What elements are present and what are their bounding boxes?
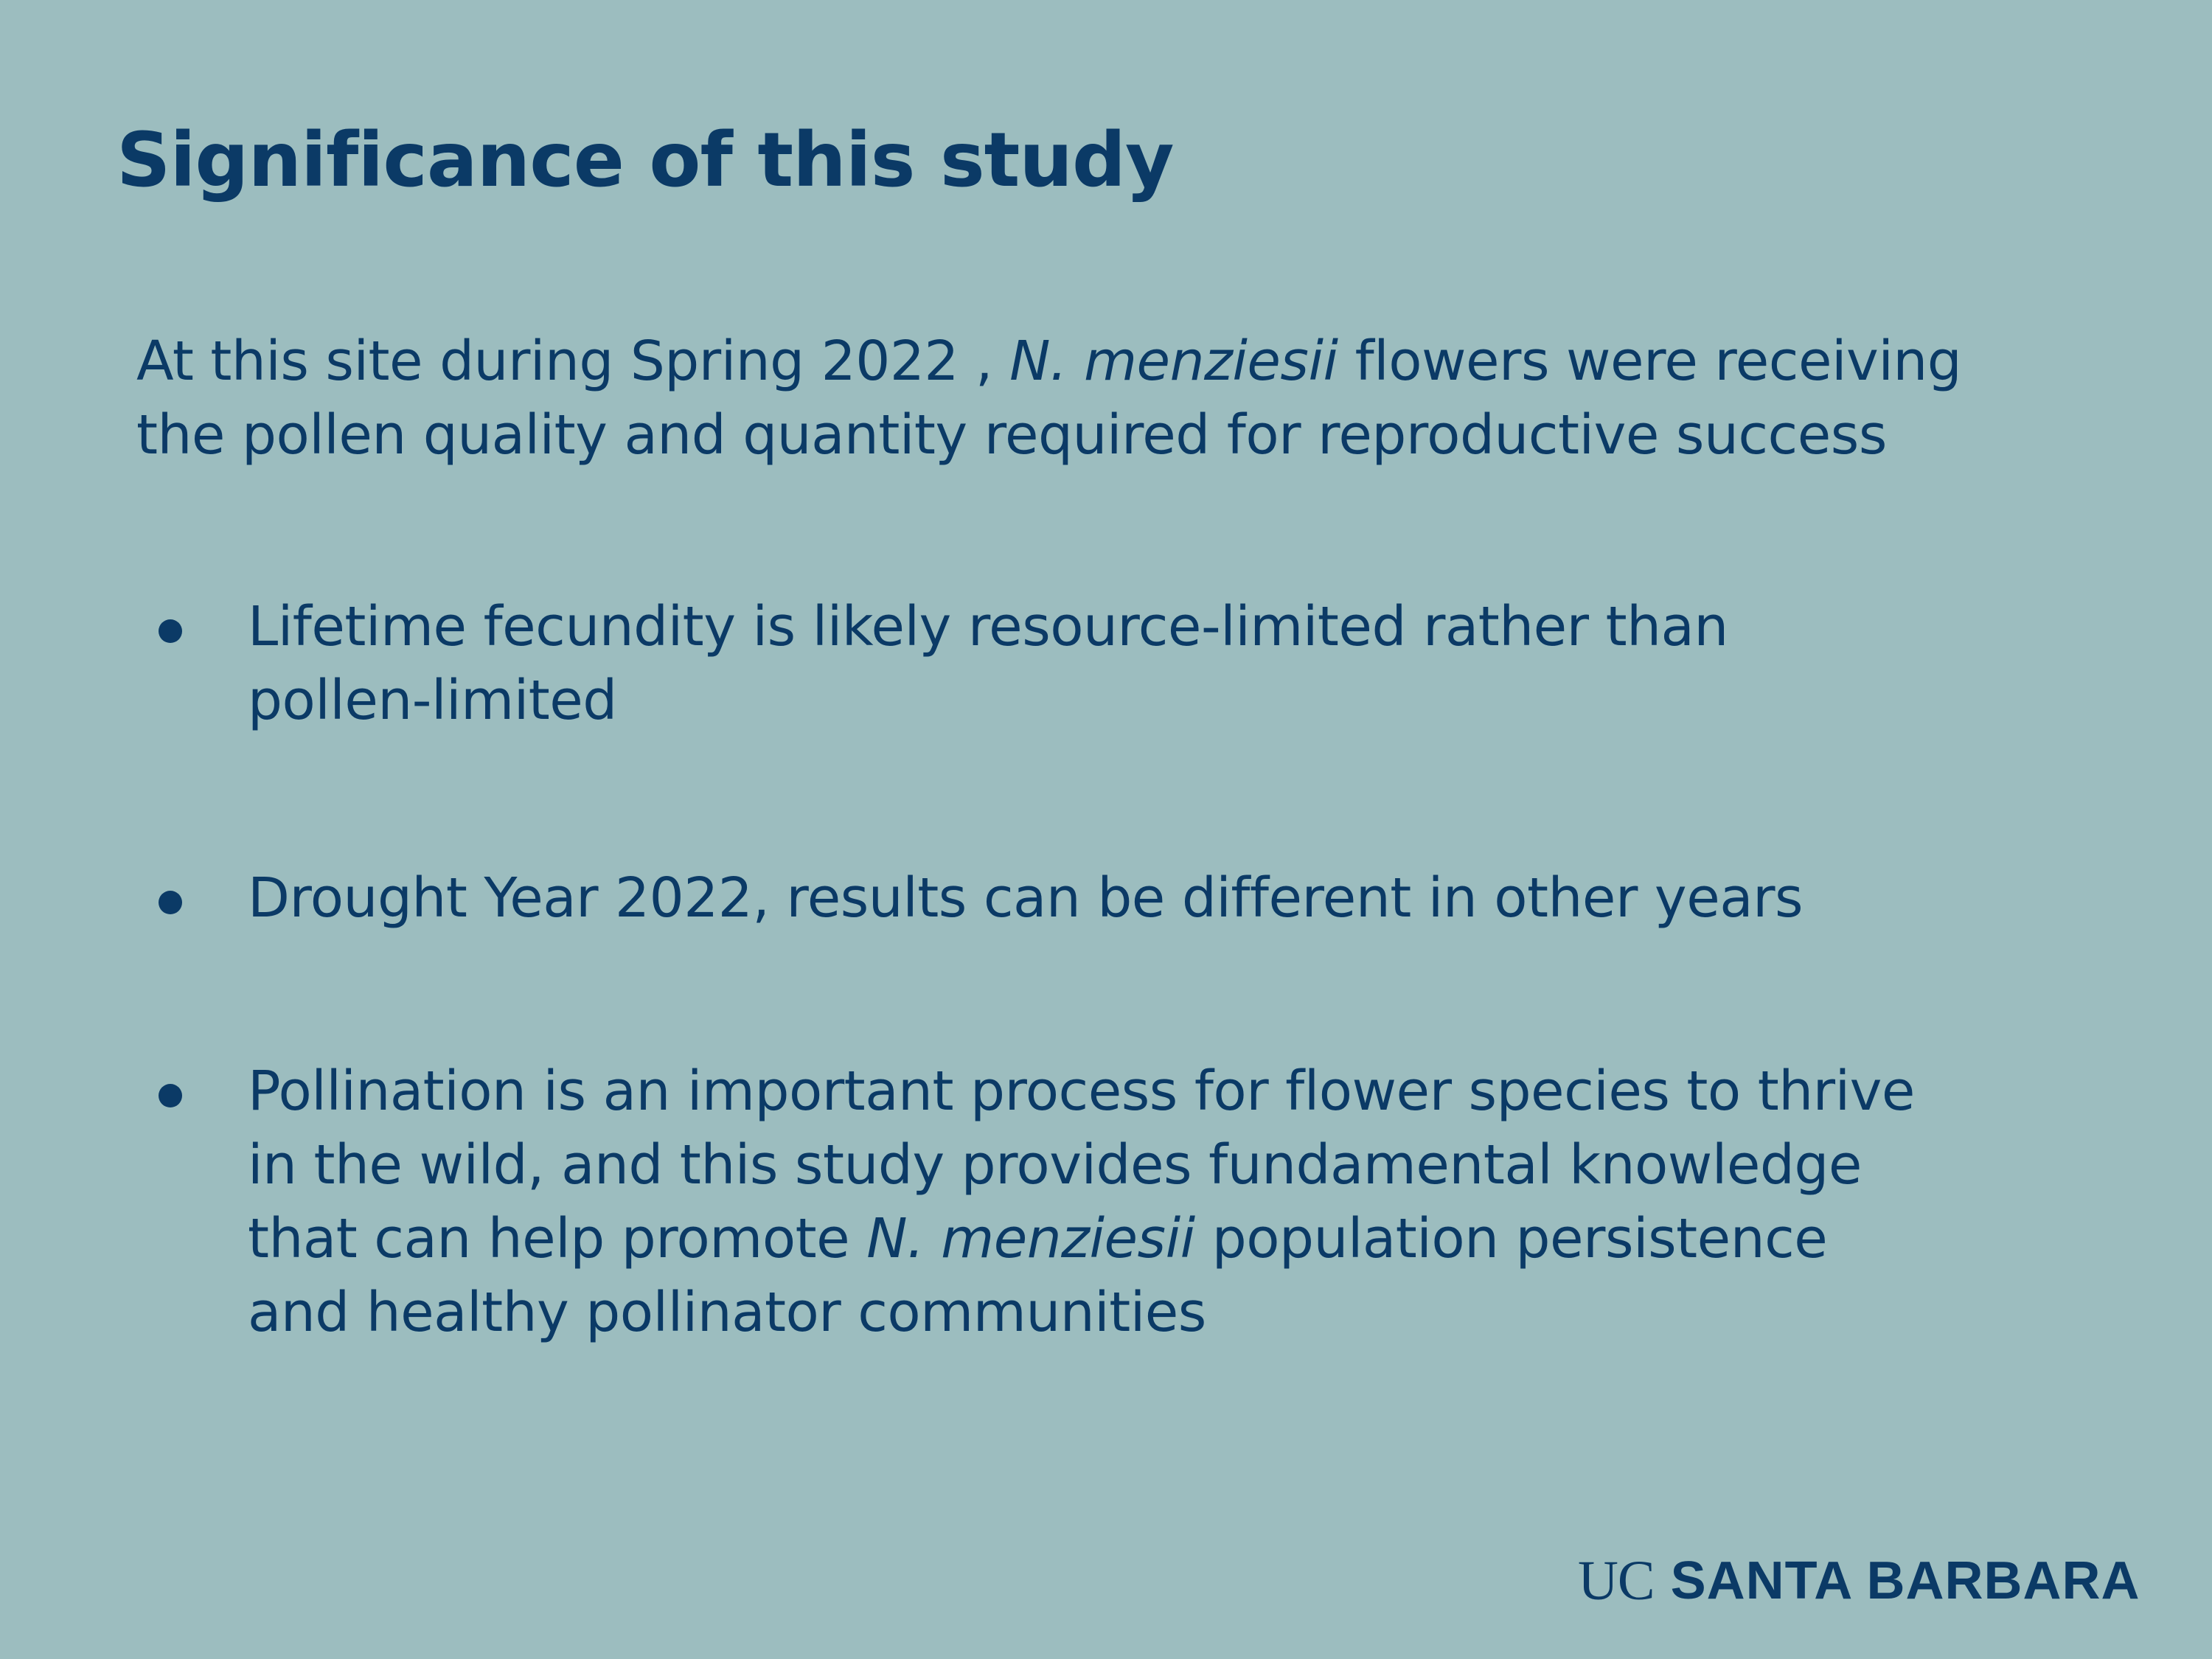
species-name: N. menziesii <box>866 1207 1195 1270</box>
bullet-line: Lifetime fecundity is likely resource-li… <box>248 595 1728 658</box>
logo-name: SANTA BARBARA <box>1670 1551 2140 1610</box>
bullet-text: that can help promote <box>248 1207 867 1270</box>
slide-title: Significance of this study <box>116 116 1175 204</box>
intro-paragraph: At this site during Spring 2022 , N. men… <box>136 324 2083 472</box>
bullet-item-fecundity: Lifetime fecundity is likely resource-li… <box>136 590 2083 737</box>
ucsb-logo: UC SANTA BARBARA <box>1578 1547 2146 1615</box>
bullet-item-drought: Drought Year 2022, results can be differ… <box>136 861 2083 935</box>
bullet-line: Pollination is an important process for … <box>248 1060 1915 1123</box>
bullet-dot-icon <box>159 619 182 643</box>
bullet-item-pollination: Pollination is an important process for … <box>136 1054 2083 1349</box>
bullet-line: and healthy pollinator communities <box>248 1281 1206 1344</box>
bullet-dot-icon <box>159 1084 182 1107</box>
intro-line-2: the pollen quality and quantity required… <box>136 403 1887 467</box>
logo-prefix: UC <box>1578 1549 1655 1612</box>
bullet-line: that can help promote N. menziesii popul… <box>248 1202 2083 1276</box>
intro-line-1: At this site during Spring 2022 , N. men… <box>136 324 2083 398</box>
bullet-line: pollen-limited <box>248 669 617 732</box>
bullet-line: Drought Year 2022, results can be differ… <box>248 866 1804 930</box>
intro-text: flowers were receiving <box>1338 330 1962 393</box>
bullet-dot-icon <box>159 891 182 914</box>
intro-text: At this site during Spring 2022 , <box>136 330 1010 393</box>
bullet-text: population persistence <box>1194 1207 1828 1270</box>
species-name: N. menziesii <box>1009 330 1338 393</box>
bullet-line: in the wild, and this study provides fun… <box>248 1133 1862 1197</box>
